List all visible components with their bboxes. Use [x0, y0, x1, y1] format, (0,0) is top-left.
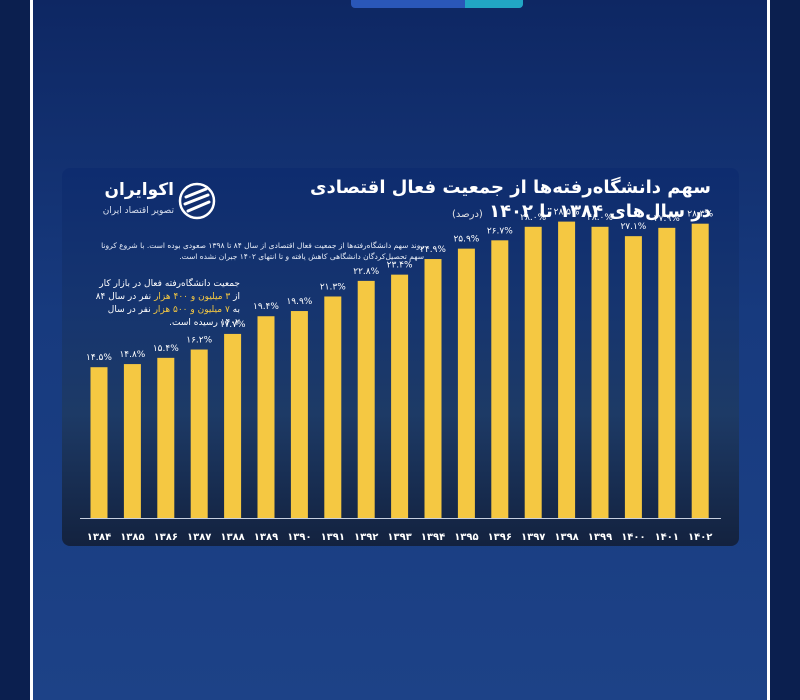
bar [491, 240, 509, 518]
data-label: ۲۸.۳% [687, 210, 713, 220]
brand-subtitle: تصویر اقتصاد ایران [102, 206, 174, 216]
population-highlight-1: ۳ میلیون و ۴۰۰ هزار [154, 292, 231, 302]
data-label: ۲۸.۰% [520, 213, 546, 223]
title-line-2: در سال‌های ۱۳۸۴ تا ۱۴۰۲ (درصد) [281, 200, 711, 227]
bar [691, 223, 709, 518]
data-label: ۲۵.۹% [453, 235, 479, 245]
x-tick-label: ۱۳۹۱ [321, 532, 345, 543]
x-tick-label: ۱۳۹۳ [387, 532, 411, 543]
x-tick-label: ۱۳۹۲ [354, 532, 378, 543]
data-label: ۲۴.۹% [420, 245, 446, 255]
x-tick-label: ۱۳۸۷ [187, 532, 211, 543]
data-label: ۱۷.۷% [220, 320, 246, 330]
data-label: ۱۹.۹% [286, 297, 312, 307]
bar [591, 226, 609, 519]
x-tick-label: ۱۳۸۹ [254, 532, 278, 543]
bar [624, 236, 642, 518]
bar [290, 311, 308, 518]
data-label: ۲۸.۵% [554, 208, 580, 218]
x-tick-label: ۱۳۹۹ [588, 532, 612, 543]
chart-title: سهم دانشگاه‌رفته‌ها از جمعیت فعال اقتصاد… [281, 176, 711, 227]
x-tick-label: ۱۳۸۶ [154, 532, 178, 543]
data-label: ۲۷.۱% [620, 222, 646, 232]
brand-name: اکوایران [104, 180, 175, 200]
data-label: ۲۲.۸% [353, 267, 379, 277]
data-label: ۲۷.۹% [654, 214, 680, 224]
title-line-1: سهم دانشگاه‌رفته‌ها از جمعیت فعال اقتصاد… [309, 177, 711, 198]
bar [357, 280, 375, 518]
data-label: ۱۹.۴% [253, 302, 279, 312]
bar [123, 364, 141, 518]
data-label: ۱۴.۵% [86, 353, 112, 363]
x-tick-label: ۱۳۹۷ [521, 532, 545, 543]
bar [190, 349, 208, 518]
bar [90, 367, 108, 518]
data-label: ۲۸.۰% [587, 213, 613, 223]
bar [324, 296, 342, 518]
x-tick-label: ۱۳۹۴ [421, 532, 445, 543]
data-label: ۲۳.۴% [387, 261, 413, 271]
population-note-part-3: نفر در سال ۱۴۰۲ رسیده است. [107, 305, 240, 328]
data-label: ۲۱.۳% [320, 282, 346, 292]
trend-note: روند سهم دانشگاه‌رفته‌ها از جمعیت فعال ا… [101, 241, 424, 261]
title-line-2-text: در سال‌های ۱۳۸۴ تا ۱۴۰۲ [489, 201, 711, 222]
bar [524, 226, 542, 519]
chart-card: اکوایران تصویر اقتصاد ایران سهم دانشگاه‌… [62, 168, 739, 546]
data-label: ۱۵.۴% [153, 344, 179, 354]
brand: اکوایران تصویر اقتصاد ایران [72, 176, 222, 226]
top-tab [351, 0, 523, 8]
bar [457, 248, 475, 518]
x-tick-label: ۱۳۹۵ [454, 532, 478, 543]
x-tick-label: ۱۴۰۰ [621, 532, 645, 543]
x-tick-label: ۱۴۰۱ [655, 532, 679, 543]
x-tick-label: ۱۴۰۲ [688, 532, 712, 543]
x-tick-label: ۱۳۸۴ [87, 532, 111, 543]
data-label: ۱۶.۲% [186, 336, 212, 346]
bar [391, 274, 409, 518]
population-note-part-1: جمعیت دانشگاه‌رفته فعال در بازار کار از [99, 279, 240, 302]
data-label: ۲۶.۷% [487, 226, 513, 236]
x-tick-label: ۱۳۸۵ [120, 532, 144, 543]
ecoiran-logo-icon [178, 182, 216, 220]
bar [224, 333, 242, 518]
x-tick-label: ۱۳۹۶ [488, 532, 512, 543]
population-highlight-2: ۷ میلیون و ۵۰۰ هزار [153, 305, 230, 315]
x-tick-label: ۱۳۹۸ [554, 532, 578, 543]
x-tick-label: ۱۳۸۸ [220, 532, 244, 543]
bar [257, 316, 275, 518]
population-note: جمعیت دانشگاه‌رفته فعال در بازار کار از … [92, 278, 240, 330]
bar [424, 259, 442, 518]
population-note-part-2: نفر در سال ۸۴ به [95, 292, 240, 315]
x-tick-label: ۱۳۹۰ [287, 532, 311, 543]
bar [157, 357, 175, 518]
bar [558, 221, 576, 518]
bar-chart: ۱۴.۵% ۱۳۸۴ ۱۴.۸% ۱۳۸۵ ۱۵.۴% ۱۳۸۶ ۱۶.۲% ۱۳۸۷ ۱۷.۷… [80, 208, 721, 543]
data-label: ۱۴.۸% [119, 350, 145, 360]
bar [658, 227, 676, 518]
title-unit: (درصد) [451, 209, 483, 220]
